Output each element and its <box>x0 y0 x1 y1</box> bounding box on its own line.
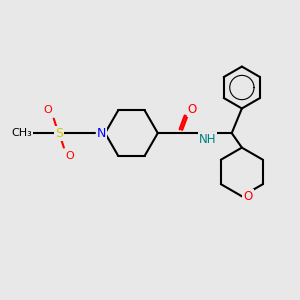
Text: O: O <box>44 106 52 116</box>
Text: O: O <box>243 190 253 203</box>
Text: O: O <box>188 103 197 116</box>
Text: S: S <box>55 127 63 140</box>
Text: NH: NH <box>199 134 216 146</box>
Text: N: N <box>97 127 106 140</box>
Text: CH₃: CH₃ <box>11 128 32 138</box>
Text: O: O <box>65 151 74 161</box>
